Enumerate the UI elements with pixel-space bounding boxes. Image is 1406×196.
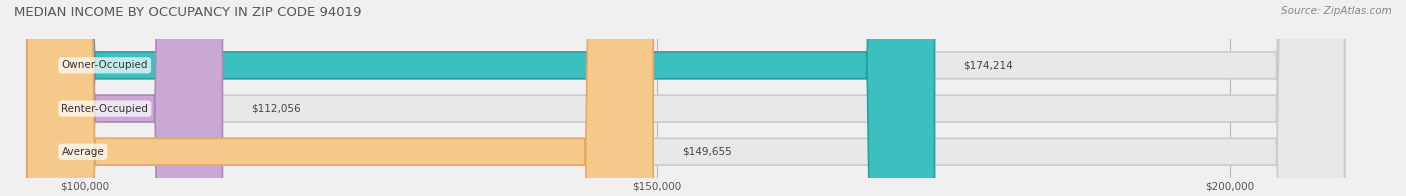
FancyBboxPatch shape (27, 0, 654, 196)
Text: $112,056: $112,056 (252, 103, 301, 113)
FancyBboxPatch shape (27, 0, 222, 196)
FancyBboxPatch shape (27, 0, 1344, 196)
Text: Renter-Occupied: Renter-Occupied (62, 103, 148, 113)
Text: Average: Average (62, 147, 104, 157)
Text: MEDIAN INCOME BY OCCUPANCY IN ZIP CODE 94019: MEDIAN INCOME BY OCCUPANCY IN ZIP CODE 9… (14, 6, 361, 19)
FancyBboxPatch shape (27, 0, 1344, 196)
FancyBboxPatch shape (27, 0, 1344, 196)
Text: Owner-Occupied: Owner-Occupied (62, 60, 148, 70)
Text: $174,214: $174,214 (963, 60, 1012, 70)
Text: Source: ZipAtlas.com: Source: ZipAtlas.com (1281, 6, 1392, 16)
Text: $149,655: $149,655 (682, 147, 731, 157)
FancyBboxPatch shape (27, 0, 935, 196)
